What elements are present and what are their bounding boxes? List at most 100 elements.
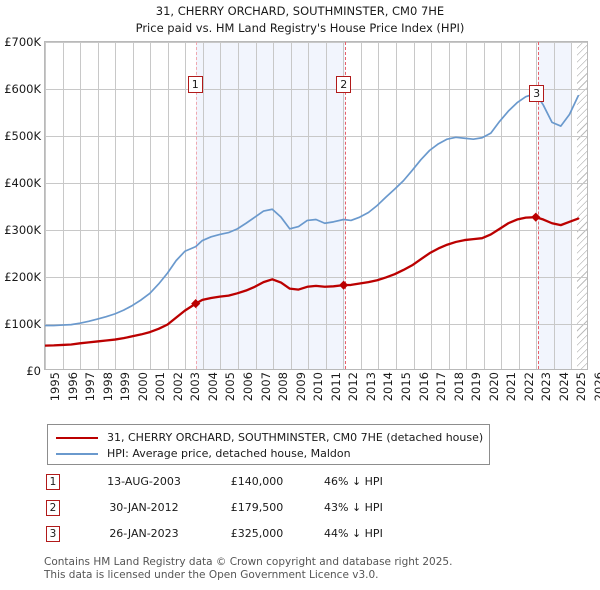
- footer-attribution: Contains HM Land Registry data © Crown c…: [44, 556, 584, 581]
- x-tick-label: 2021: [504, 372, 519, 402]
- property-price-line: [45, 217, 578, 345]
- vertical-gridline: [448, 42, 450, 369]
- legend-swatch-hpi: [56, 452, 98, 455]
- horizontal-gridline: [45, 230, 587, 231]
- vertical-gridline: [132, 42, 134, 369]
- transactions-table: 1 13-AUG-2003 £140,000 46% ↓ HPI 2 30-JA…: [44, 472, 524, 550]
- vertical-gridline: [97, 42, 99, 369]
- vertical-gridline: [360, 42, 362, 369]
- x-tick-label: 2010: [311, 372, 326, 402]
- vertical-gridline: [290, 42, 292, 369]
- x-tick-label: 2007: [258, 372, 273, 402]
- x-tick-label: 1999: [118, 372, 133, 402]
- vertical-gridline: [413, 42, 415, 369]
- plot-inner: [45, 42, 587, 369]
- x-tick-label: 2004: [205, 372, 220, 402]
- x-tick-label: 2012: [346, 372, 361, 402]
- x-tick-label: 2003: [188, 372, 203, 402]
- legend-item-property: 31, CHERRY ORCHARD, SOUTHMINSTER, CM0 7H…: [56, 430, 484, 445]
- footer-line-2: This data is licensed under the Open Gov…: [44, 568, 379, 581]
- x-axis: 1995 1996 1997 1998 1999 2000 2001 2002 2003 2004…: [44, 372, 600, 420]
- vertical-gridline: [238, 42, 240, 369]
- txn-date-3: 26-JAN-2023: [109, 527, 179, 540]
- vertical-gridline: [308, 42, 310, 369]
- plot-area: [44, 41, 588, 370]
- x-tick-label: 2016: [416, 372, 431, 402]
- vertical-gridline: [501, 42, 503, 369]
- vertical-gridline: [571, 42, 573, 369]
- x-tick-label: 2015: [398, 372, 413, 402]
- x-tick-label: 2001: [153, 372, 168, 402]
- event-callout-1[interactable]: 1: [187, 76, 203, 93]
- event-callout-2[interactable]: 2: [336, 76, 352, 93]
- event-marker-line-1: [196, 42, 198, 369]
- vertical-gridline: [45, 42, 46, 369]
- vertical-gridline: [62, 42, 64, 369]
- x-tick-label: 2022: [521, 372, 536, 402]
- x-tick-label: 1998: [100, 372, 115, 402]
- y-axis: £0 £100K £200K £300K £400K £500K £600K £700K: [0, 35, 44, 378]
- vertical-gridline: [395, 42, 397, 369]
- vertical-gridline: [220, 42, 222, 369]
- horizontal-gridline: [45, 324, 587, 325]
- x-tick-label: 1996: [65, 372, 80, 402]
- x-tick-label: 2020: [486, 372, 501, 402]
- x-tick-label: 2009: [293, 372, 308, 402]
- vertical-gridline: [325, 42, 327, 369]
- legend-item-hpi: HPI: Average price, detached house, Mald…: [56, 446, 481, 461]
- event-marker-line-2: [344, 42, 346, 369]
- x-tick-label: 2024: [556, 372, 571, 402]
- sale-point-marker-2: [339, 280, 349, 290]
- vertical-gridline: [80, 42, 82, 369]
- x-tick-label: 2013: [363, 372, 378, 402]
- y-tick-label: £500K: [4, 129, 41, 143]
- vertical-gridline: [150, 42, 152, 369]
- horizontal-gridline: [45, 183, 587, 184]
- vertical-gridline: [483, 42, 485, 369]
- x-tick-label: 2019: [469, 372, 484, 402]
- legend-swatch-property: [56, 436, 98, 439]
- table-row: 3 26-JAN-2023 £325,000 44% ↓ HPI: [44, 524, 524, 550]
- legend-label-property: 31, CHERRY ORCHARD, SOUTHMINSTER, CM0 7H…: [107, 431, 484, 444]
- horizontal-gridline: [45, 136, 587, 137]
- x-tick-label: 2023: [539, 372, 554, 402]
- x-tick-label: 2018: [451, 372, 466, 402]
- y-tick-label: £300K: [4, 223, 41, 237]
- horizontal-gridline: [45, 277, 587, 278]
- table-row: 1 13-AUG-2003 £140,000 46% ↓ HPI: [44, 472, 524, 498]
- x-tick-label: 2026: [592, 372, 600, 402]
- vertical-gridline: [167, 42, 169, 369]
- vertical-gridline: [343, 42, 345, 369]
- title-line-2: Price paid vs. HM Land Registry's House …: [135, 21, 465, 35]
- page-title: 31, CHERRY ORCHARD, SOUTHMINSTER, CM0 7H…: [0, 3, 600, 37]
- x-tick-label: 2002: [170, 372, 185, 402]
- txn-date-2: 30-JAN-2012: [109, 501, 179, 514]
- vertical-gridline: [518, 42, 520, 369]
- table-row: 2 30-JAN-2012 £179,500 43% ↓ HPI: [44, 498, 524, 524]
- vertical-gridline: [273, 42, 275, 369]
- y-tick-label: £400K: [4, 176, 41, 190]
- txn-badge-1: 1: [46, 474, 60, 490]
- vertical-gridline: [115, 42, 117, 369]
- vertical-gridline: [185, 42, 187, 369]
- event-callout-3[interactable]: 3: [529, 85, 545, 102]
- txn-badge-3: 3: [46, 526, 60, 542]
- txn-date-1: 13-AUG-2003: [107, 475, 181, 488]
- txn-delta-2: 43% ↓ HPI: [324, 501, 383, 514]
- sale-point-marker-3: [531, 212, 541, 222]
- x-tick-label: 2008: [276, 372, 291, 402]
- footer-line-1: Contains HM Land Registry data © Crown c…: [44, 556, 453, 568]
- x-tick-label: 2005: [223, 372, 238, 402]
- y-tick-label: £100K: [4, 317, 41, 331]
- sale-point-marker-1: [191, 299, 201, 309]
- y-tick-label: £600K: [4, 82, 41, 96]
- x-tick-label: 2017: [434, 372, 449, 402]
- x-tick-label: 1995: [48, 372, 62, 402]
- y-tick-label: £700K: [4, 35, 41, 49]
- txn-price-2: £179,500: [230, 501, 284, 514]
- x-tick-label: 2014: [381, 372, 396, 402]
- hpi-average-line: [45, 93, 578, 325]
- vertical-gridline: [553, 42, 555, 369]
- event-marker-line-3: [537, 42, 539, 369]
